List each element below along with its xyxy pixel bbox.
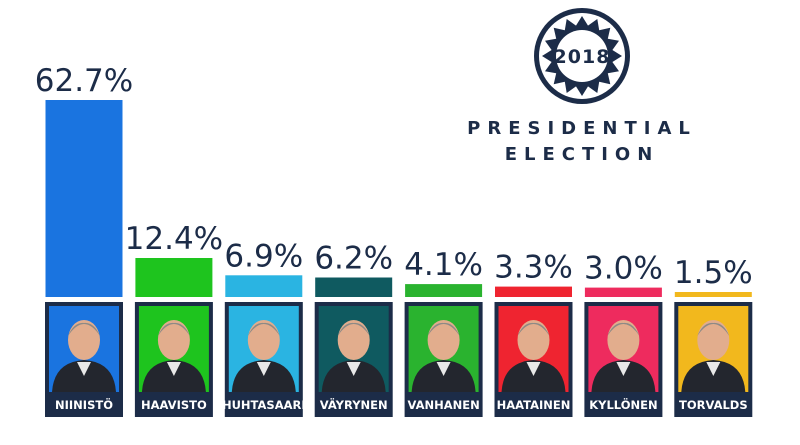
value-label: 3.0% <box>584 251 663 287</box>
badge-center <box>556 30 608 82</box>
value-label: 6.2% <box>314 241 393 277</box>
candidate-card: HUHTASAARI <box>222 302 306 417</box>
candidate-portrait-icon <box>321 320 386 392</box>
bar-1 <box>45 100 123 297</box>
value-label: 3.3% <box>494 250 573 286</box>
bar-8 <box>674 292 752 297</box>
title-line-1: PRESIDENTIAL <box>467 118 697 139</box>
candidate-name: HUHTASAARI <box>222 398 306 412</box>
value-label: 4.1% <box>404 247 483 283</box>
value-label: 6.9% <box>224 238 303 274</box>
candidate-name: NIINISTÖ <box>55 397 113 412</box>
bar-7 <box>584 287 662 297</box>
bar-5 <box>405 284 483 297</box>
candidate-name: VANHANEN <box>407 398 479 412</box>
candidate-card: KYLLÖNEN <box>584 302 663 417</box>
badge-year: 2018 <box>554 46 611 68</box>
candidate-card: NIINISTÖ <box>45 302 123 417</box>
candidate-portrait-icon <box>411 320 476 392</box>
candidate-card: HAAVISTO <box>134 302 213 417</box>
candidate-card: TORVALDS <box>674 302 753 417</box>
year-badge: 2018 <box>534 8 630 104</box>
candidate-portrait-icon <box>591 320 656 392</box>
candidate-card: HAATAINEN <box>494 302 573 417</box>
candidate-name: HAATAINEN <box>497 398 571 412</box>
candidate-portrait-icon <box>501 320 566 392</box>
candidate-name: KYLLÖNEN <box>589 397 657 412</box>
candidate-card: VANHANEN <box>404 302 483 417</box>
value-label: 12.4% <box>125 221 223 257</box>
title-line-2: ELECTION <box>505 144 660 165</box>
candidate-name: TORVALDS <box>679 398 748 412</box>
candidate-portrait-icon <box>52 320 116 392</box>
value-label: 1.5% <box>674 255 753 291</box>
bar-3 <box>225 275 303 297</box>
candidate-card: VÄYRYNEN <box>314 302 393 417</box>
candidate-portrait-icon <box>141 320 206 392</box>
bar-2 <box>135 258 213 297</box>
candidate-name: HAAVISTO <box>141 398 207 412</box>
candidate-portrait-icon <box>231 320 296 392</box>
candidate-cards: NIINISTÖ HAAVISTO HUHTASAARI VÄYRYNEN VANHAN… <box>45 302 753 417</box>
bars-layer: 62.7% 12.4% 6.9% 6.2% 4.1% 3.3% 3.0% 1.5% <box>35 63 753 297</box>
candidate-name: VÄYRYNEN <box>320 397 388 412</box>
value-label: 62.7% <box>35 63 133 99</box>
bar-6 <box>495 286 572 297</box>
candidate-portrait-icon <box>681 320 746 392</box>
bar-4 <box>315 277 393 297</box>
